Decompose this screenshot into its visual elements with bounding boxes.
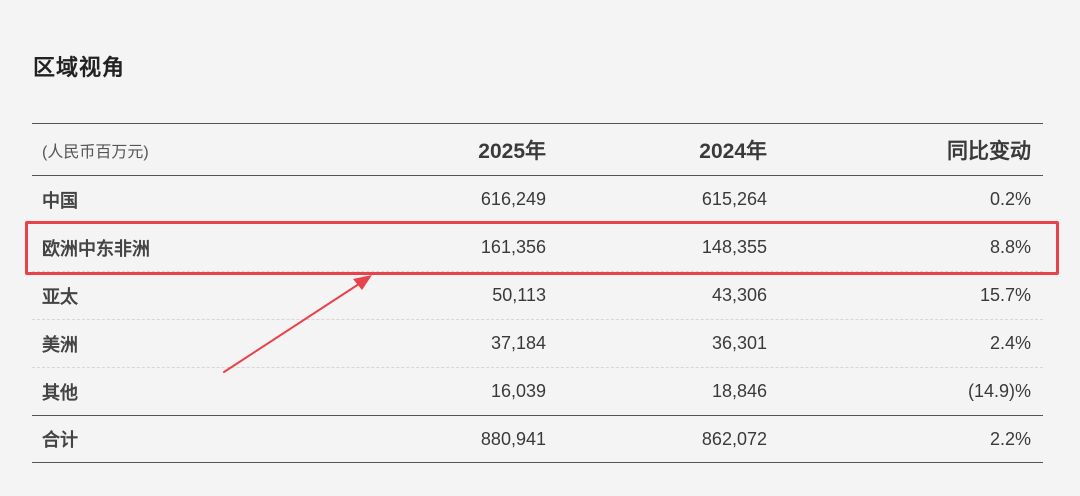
value-yoy: 2.4%	[989, 333, 1031, 353]
total-2025: 880,941	[480, 428, 546, 449]
value-2025: 37,184	[490, 333, 546, 353]
value-2025: 16,039	[490, 381, 546, 401]
region-name: 亚太	[42, 286, 78, 307]
region-name: 美洲	[42, 334, 78, 355]
table-row: 欧洲中东非洲 161,356 148,355 8.8%	[32, 224, 1043, 272]
total-2024: 862,072	[701, 428, 767, 449]
value-yoy: (14.9)%	[967, 381, 1031, 401]
value-2025: 50,113	[492, 285, 546, 305]
value-2024: 18,846	[711, 381, 767, 401]
value-2025: 161,356	[480, 237, 546, 257]
value-2024: 43,306	[711, 285, 767, 305]
region-name: 欧洲中东非洲	[42, 238, 150, 259]
region-name: 中国	[42, 190, 78, 211]
value-2024: 615,264	[701, 189, 767, 209]
table-header-row: (人民币百万元) 2025年 2024年 同比变动	[32, 124, 1043, 176]
table-total-row: 合计 880,941 862,072 2.2%	[32, 416, 1043, 463]
column-header-2024: 2024年	[699, 139, 767, 163]
value-2024: 148,355	[701, 237, 767, 257]
column-header-yoy: 同比变动	[947, 139, 1031, 163]
region-name: 其他	[42, 382, 78, 403]
section-title: 区域视角	[33, 55, 126, 80]
value-2025: 616,249	[480, 189, 546, 209]
total-label: 合计	[42, 430, 78, 450]
total-yoy: 2.2%	[989, 428, 1031, 449]
value-yoy: 8.8%	[989, 237, 1031, 257]
value-2024: 36,301	[711, 333, 767, 353]
table-row: 美洲 37,184 36,301 2.4%	[32, 320, 1043, 368]
table-row: 其他 16,039 18,846 (14.9)%	[32, 368, 1043, 416]
value-yoy: 0.2%	[989, 189, 1031, 209]
unit-label: (人民币百万元)	[42, 143, 149, 161]
value-yoy: 15.7%	[979, 285, 1031, 305]
column-header-2025: 2025年	[478, 139, 546, 163]
table-row: 亚太 50,113 43,306 15.7%	[32, 272, 1043, 320]
table-row: 中国 616,249 615,264 0.2%	[32, 176, 1043, 224]
region-revenue-table: (人民币百万元) 2025年 2024年 同比变动 中国 616,249 615…	[32, 123, 1043, 463]
